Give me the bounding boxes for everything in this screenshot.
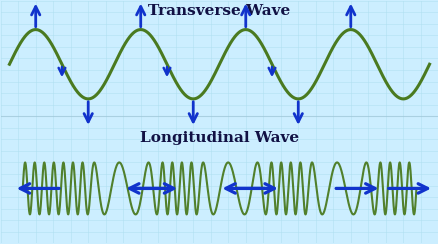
Text: Longitudinal Wave: Longitudinal Wave	[140, 131, 298, 145]
Text: Transverse Wave: Transverse Wave	[148, 4, 290, 18]
